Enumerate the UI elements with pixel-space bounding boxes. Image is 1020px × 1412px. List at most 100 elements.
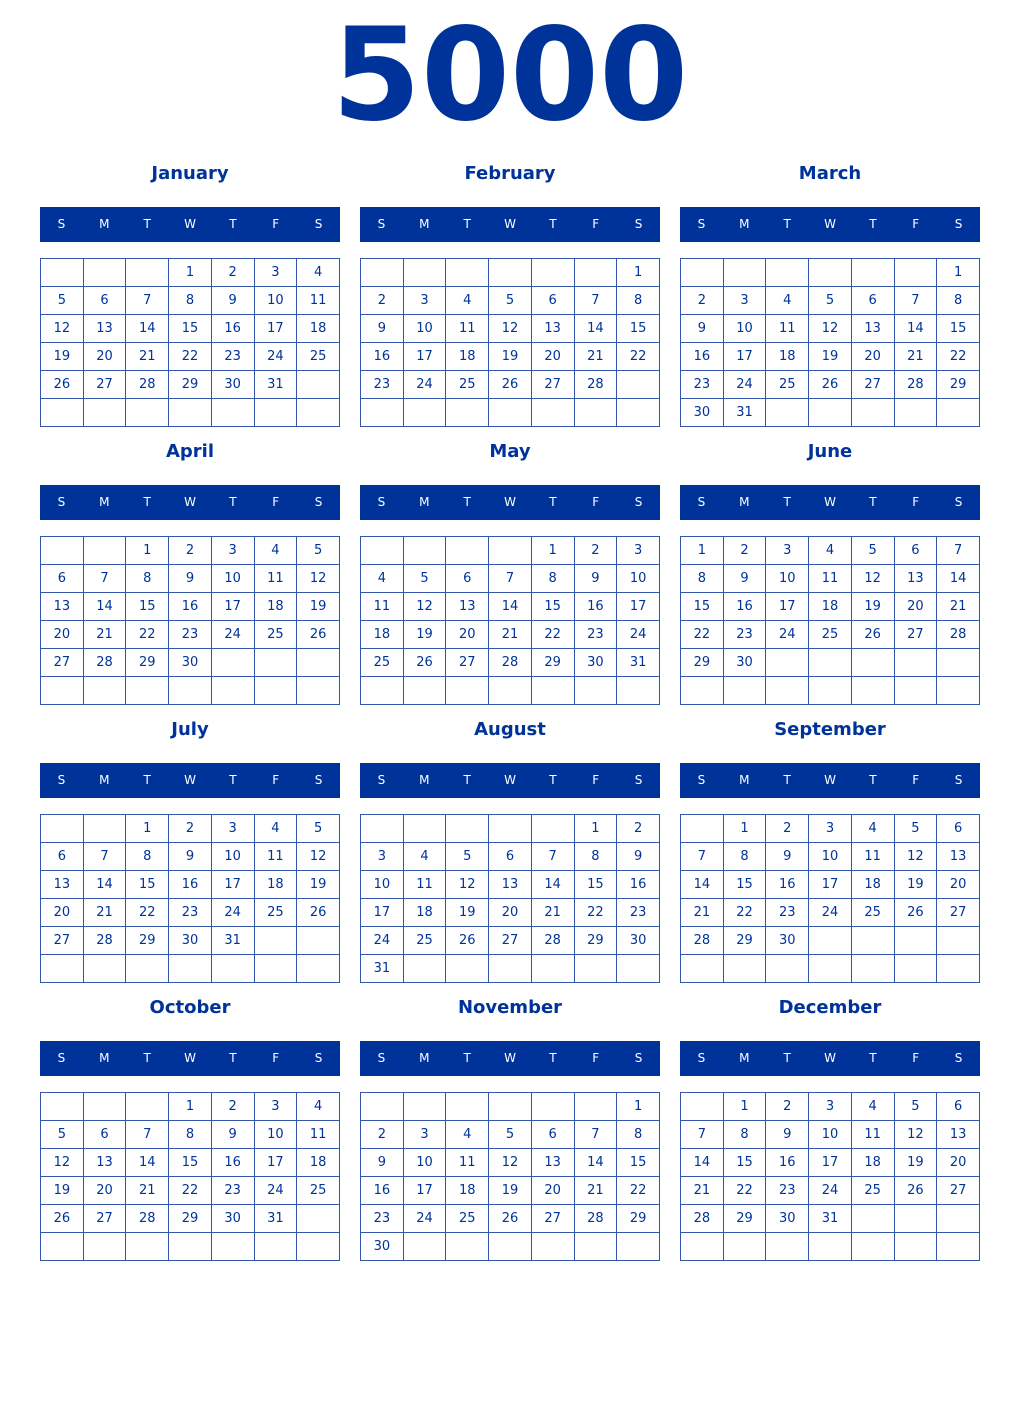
day-cell: 5: [488, 286, 532, 315]
day-cell: 2: [210, 258, 255, 287]
day-cell: 22: [573, 898, 618, 927]
day-cell: 9: [573, 564, 618, 593]
day-cell: [850, 676, 895, 705]
day-cell: [125, 398, 170, 427]
day-cell: [360, 814, 404, 843]
day-cell: 27: [82, 370, 127, 399]
day-grid: 1 2 3 4 5 6 7 8 9 10 11 12 13 14 15 16 17 18 19 20 21 22 23 24 2…: [360, 1092, 660, 1261]
day-cell: [808, 648, 852, 677]
day-cell: [680, 1092, 724, 1121]
weekday-label: F: [592, 773, 600, 787]
weekday-label: S: [697, 773, 706, 787]
day-cell: 6: [893, 536, 938, 565]
day-cell: 14: [82, 870, 127, 899]
day-cell: 15: [573, 870, 618, 899]
day-cell: 5: [893, 1092, 938, 1121]
day-cell: [360, 398, 404, 427]
day-cell: 8: [722, 842, 767, 871]
weekday-label: S: [314, 1051, 323, 1065]
weekday-label: S: [954, 217, 963, 231]
day-cell: 12: [402, 592, 447, 621]
day-cell: 17: [253, 1148, 298, 1177]
day-cell: 9: [168, 564, 212, 593]
day-cell: 28: [936, 620, 980, 649]
day-cell: 4: [445, 1120, 490, 1149]
day-cell: 24: [253, 1176, 298, 1205]
week-row: [40, 1232, 340, 1261]
day-cell: 10: [210, 564, 255, 593]
day-cell: 26: [488, 370, 532, 399]
day-cell: 28: [82, 926, 127, 955]
day-cell: 8: [168, 1120, 212, 1149]
weekday-label: W: [504, 1051, 516, 1065]
week-row: 22 23 24 25 26 27 28: [680, 620, 980, 649]
day-cell: [296, 398, 340, 427]
day-cell: 7: [488, 564, 532, 593]
day-cell: 17: [210, 870, 255, 899]
week-row: 1: [680, 258, 980, 287]
day-cell: 26: [40, 370, 84, 399]
day-cell: 13: [893, 564, 938, 593]
day-cell: 21: [82, 898, 127, 927]
day-cell: 31: [808, 1204, 852, 1233]
weekday-label: M: [99, 1051, 110, 1065]
day-cell: 14: [573, 1148, 618, 1177]
week-row: 27 28 29 30 31: [40, 926, 340, 955]
day-cell: [253, 676, 298, 705]
day-cell: [125, 1092, 170, 1121]
day-cell: [488, 1092, 532, 1121]
day-cell: 1: [616, 1092, 660, 1121]
day-cell: [82, 814, 127, 843]
day-cell: 19: [893, 870, 938, 899]
week-row: 4 5 6 7 8 9 10: [360, 564, 660, 593]
day-cell: 11: [445, 1148, 490, 1177]
day-cell: [82, 258, 127, 287]
day-cell: 22: [722, 1176, 767, 1205]
day-cell: [893, 1232, 938, 1261]
week-row: [360, 676, 660, 705]
week-row: [40, 676, 340, 705]
week-row: 14 15 16 17 18 19 20: [680, 870, 980, 899]
day-cell: 25: [808, 620, 852, 649]
day-cell: 16: [765, 870, 810, 899]
day-cell: 28: [573, 1204, 618, 1233]
day-cell: 30: [360, 1232, 404, 1261]
day-cell: 8: [722, 1120, 767, 1149]
day-cell: 12: [445, 870, 490, 899]
day-grid: 1 2 3 4 5 6 7 8 9 10 11 12 13 14 15 16 17 18 19 20 21 22 23 24 2…: [40, 258, 340, 427]
weekday-label: S: [634, 1051, 643, 1065]
day-cell: [936, 398, 980, 427]
day-cell: [850, 954, 895, 983]
day-cell: 1: [680, 536, 724, 565]
day-cell: [168, 954, 212, 983]
week-row: 28 29 30: [680, 926, 980, 955]
day-cell: [168, 1232, 212, 1261]
day-cell: 2: [573, 536, 618, 565]
day-cell: [573, 258, 618, 287]
day-cell: [210, 648, 255, 677]
day-cell: 20: [850, 342, 895, 371]
weekday-label: S: [634, 495, 643, 509]
day-cell: 28: [573, 370, 618, 399]
day-cell: 20: [893, 592, 938, 621]
day-cell: 24: [253, 342, 298, 371]
day-cell: 10: [722, 314, 767, 343]
day-cell: 3: [402, 286, 447, 315]
day-grid: 1 2 3 4 5 6 7 8 9 10 11 12 13 14 15 16 17 18 19 20 21 22 23 24 2…: [40, 1092, 340, 1261]
week-row: 9 10 11 12 13 14 15: [360, 1148, 660, 1177]
weekday-label: F: [912, 495, 920, 509]
month-title: August: [474, 719, 546, 740]
day-cell: 28: [530, 926, 575, 955]
day-cell: 27: [40, 926, 84, 955]
day-cell: 8: [125, 564, 170, 593]
day-cell: 21: [680, 898, 724, 927]
day-cell: 13: [936, 1120, 980, 1149]
month-title: May: [489, 441, 531, 462]
week-row: [680, 676, 980, 705]
